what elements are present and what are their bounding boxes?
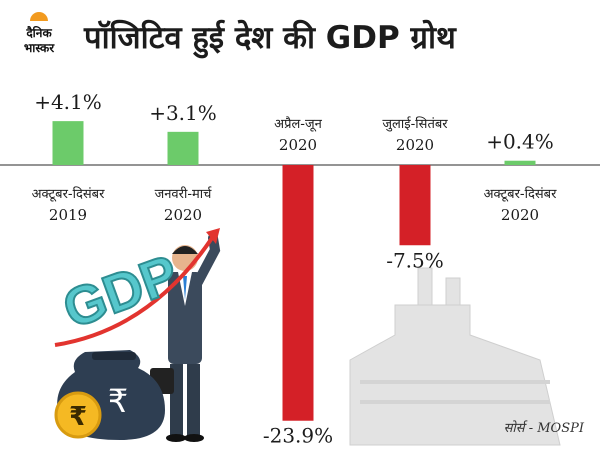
- category-label-5-line2: 2020: [501, 206, 539, 224]
- category-label-2-line1: जनवरी-मार्च: [155, 186, 213, 202]
- category-label-3-line2: 2020: [279, 136, 317, 154]
- bar-3: [282, 165, 314, 421]
- bar-4: [399, 165, 431, 246]
- bar-2: [167, 131, 199, 165]
- category-label-1-line2: 2019: [49, 206, 87, 224]
- bar-1: [52, 121, 84, 165]
- value-label-5: +0.4%: [486, 130, 554, 154]
- brand-line-1: दैनिक: [26, 26, 52, 40]
- rupee-symbol-coin: ₹: [69, 402, 87, 432]
- bar-5: [504, 160, 536, 165]
- brand-line-2: भास्कर: [23, 41, 55, 55]
- category-label-3-line1: अप्रैल-जून: [274, 116, 322, 132]
- chart-title: पॉजिटिव हुई देश की GDP ग्रोथ: [84, 20, 456, 56]
- source-note: सोर्स - MOSPI: [503, 421, 584, 436]
- category-label-4-line1: जुलाई-सितंबर: [382, 116, 448, 132]
- category-label-5-line1: अक्टूबर-दिसंबर: [484, 186, 557, 202]
- category-label-1-line1: अक्टूबर-दिसंबर: [32, 186, 105, 202]
- sun-icon: [30, 12, 48, 21]
- value-label-1: +4.1%: [34, 90, 102, 114]
- brand-logo: दैनिक भास्कर: [10, 12, 68, 62]
- value-label-4: -7.5%: [386, 248, 444, 272]
- value-label-2: +3.1%: [149, 101, 217, 125]
- businessman-icon: [150, 233, 221, 442]
- rising-arrow-icon: [54, 228, 220, 347]
- rupee-symbol-bag: ₹: [108, 382, 128, 420]
- category-label-2-line2: 2020: [164, 206, 202, 224]
- value-label-3: -23.9%: [263, 424, 333, 448]
- rupee-coin-icon: ₹: [54, 391, 102, 439]
- category-label-4-line2: 2020: [396, 136, 434, 154]
- factory-icon: [349, 267, 561, 446]
